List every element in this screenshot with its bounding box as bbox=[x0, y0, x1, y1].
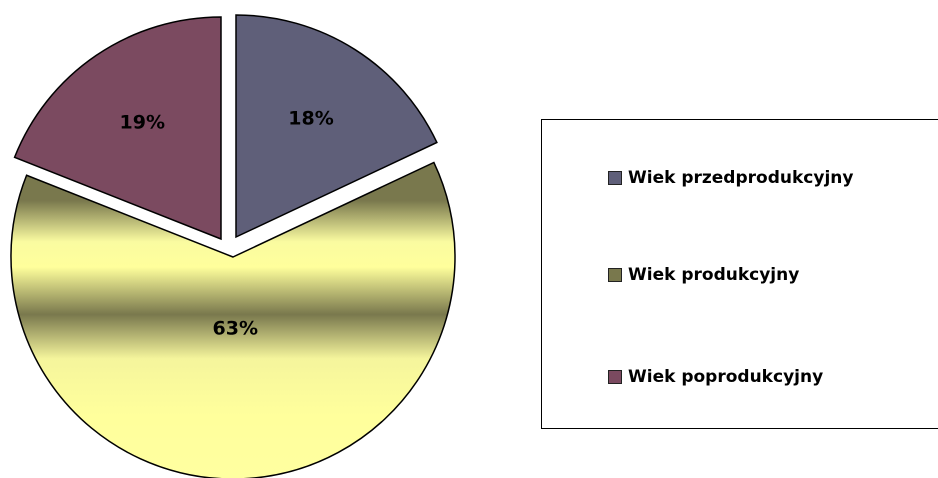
legend-item-wiek-poprodukcyjny: Wiek poprodukcyjny bbox=[608, 365, 823, 389]
legend-item-wiek-produkcyjny: Wiek produkcyjny bbox=[608, 263, 799, 287]
legend-swatch-wiek-poprodukcyjny bbox=[608, 370, 622, 384]
legend-label-wiek-poprodukcyjny: Wiek poprodukcyjny bbox=[628, 367, 824, 387]
legend-label-wiek-produkcyjny: Wiek produkcyjny bbox=[628, 265, 800, 285]
pie-data-labels: 18% 63% 19% bbox=[120, 107, 334, 339]
pie-slice-wiek-przedprodukcyjny bbox=[235, 14, 438, 239]
legend-swatch-wiek-przedprodukcyjny bbox=[608, 171, 622, 185]
pie-slice-wiek-produkcyjny bbox=[10, 161, 456, 478]
pie-slice-wiek-poprodukcyjny bbox=[13, 16, 222, 241]
legend-label-wiek-przedprodukcyjny: Wiek przedprodukcyjny bbox=[628, 168, 854, 188]
legend-item-wiek-przedprodukcyjny: Wiek przedprodukcyjny bbox=[608, 166, 853, 190]
pie-slices bbox=[10, 14, 456, 478]
chart-legend: Wiek przedprodukcyjny Wiek produkcyjny W… bbox=[541, 119, 938, 429]
data-label-wiek-przedprodukcyjny: 18% bbox=[288, 107, 333, 129]
data-label-wiek-poprodukcyjny: 19% bbox=[120, 112, 165, 134]
legend-swatch-wiek-produkcyjny bbox=[608, 268, 622, 282]
data-label-wiek-produkcyjny: 63% bbox=[213, 318, 258, 340]
